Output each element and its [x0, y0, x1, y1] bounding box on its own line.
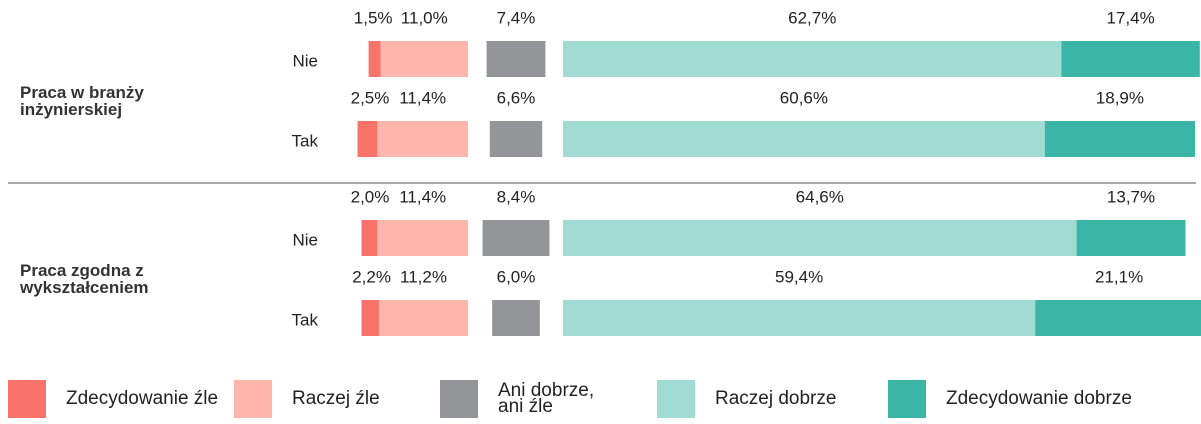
bar-segment [361, 220, 378, 256]
value-label: 18,9% [1096, 88, 1144, 107]
value-label: 62,7% [788, 8, 836, 27]
value-label: 11,4% [399, 187, 446, 206]
bar-segment [378, 300, 468, 336]
bar-segment [563, 300, 1036, 336]
value-label: 2,2% [352, 267, 391, 286]
group-label: Praca zgodna z wykształceniem [20, 261, 149, 297]
bar-segment [380, 41, 468, 77]
value-label: 7,4% [497, 8, 536, 27]
legend-item: Raczej źle [234, 380, 380, 418]
bar-segment [1076, 220, 1186, 256]
value-label: 21,1% [1095, 267, 1143, 286]
legend-label: Zdecydowanie źle [66, 388, 219, 409]
legend-swatch [888, 380, 926, 418]
legend-label: Zdecydowanie dobrze [946, 388, 1132, 409]
bar-segment [489, 121, 543, 157]
row-label: Tak [292, 131, 319, 150]
bar-segment [482, 220, 550, 256]
value-label: 11,4% [399, 88, 446, 107]
value-label: 59,4% [775, 267, 823, 286]
value-label: 2,5% [351, 88, 390, 107]
value-label: 60,6% [780, 88, 828, 107]
legend-item: Zdecydowanie źle [8, 380, 218, 418]
bar-segment [563, 220, 1077, 256]
legend-swatch [657, 380, 695, 418]
bar-segment [377, 220, 468, 256]
bar-segment [361, 300, 379, 336]
legend-swatch [8, 380, 46, 418]
legend-label: Raczej źle [292, 388, 380, 409]
row-label: Tak [292, 310, 319, 329]
bar-segment [1035, 300, 1201, 336]
value-label: 64,6% [796, 187, 844, 206]
value-label: 17,4% [1107, 8, 1155, 27]
value-label: 11,2% [400, 267, 447, 286]
value-label: 2,0% [351, 187, 390, 206]
legend-label: Ani dobrze, ani źle [498, 380, 595, 417]
group-label: Praca w branży inżynierskiej [20, 83, 144, 119]
bar-segment [357, 121, 378, 157]
bar-segment [368, 41, 381, 77]
value-label: 13,7% [1107, 187, 1155, 206]
bar-segment [377, 121, 468, 157]
row-label: Nie [292, 51, 318, 70]
legend-item: Ani dobrze, ani źle [440, 380, 618, 418]
legend-label: Raczej dobrze [715, 388, 837, 409]
bar-segment [563, 41, 1062, 77]
legend-swatch [234, 380, 272, 418]
legend-item: Zdecydowanie dobrze [888, 380, 1132, 418]
bar-segment [486, 41, 546, 77]
legend-swatch [440, 380, 478, 418]
bar-segment [492, 300, 540, 336]
value-label: 1,5% [354, 8, 393, 27]
bar-segment [1044, 121, 1196, 157]
bar-segment [563, 121, 1045, 157]
legend-item: Raczej dobrze [657, 380, 836, 418]
value-label: 8,4% [497, 187, 536, 206]
bar-segment [1061, 41, 1200, 77]
row-label: Nie [292, 230, 318, 249]
value-label: 11,0% [401, 8, 448, 27]
value-label: 6,0% [497, 267, 536, 286]
value-label: 6,6% [497, 88, 536, 107]
